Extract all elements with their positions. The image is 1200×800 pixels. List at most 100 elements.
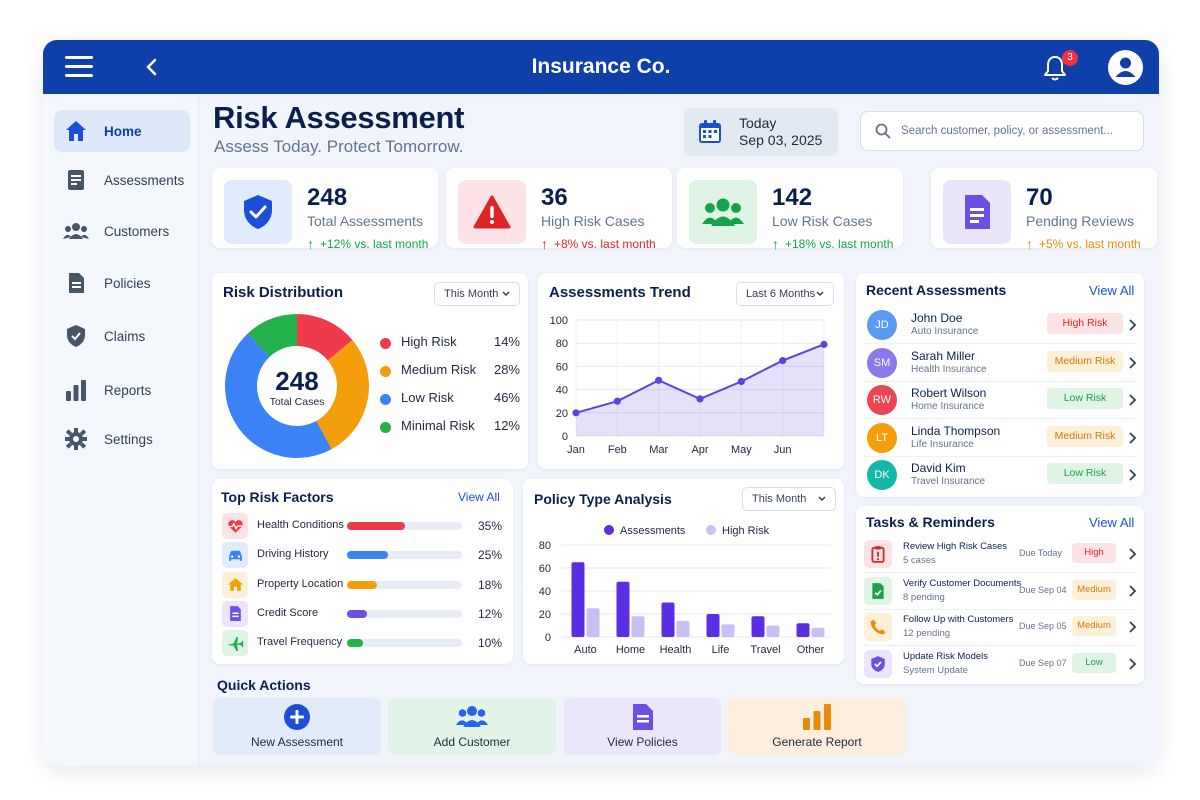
sidebar-item-claims[interactable]: Claims bbox=[54, 315, 190, 357]
trend-area bbox=[576, 344, 824, 436]
recent-assessment-row[interactable]: LT Linda Thompson Life Insurance Medium Ris… bbox=[864, 420, 1137, 457]
stat-change: ↑ +12% vs. last month bbox=[307, 236, 428, 252]
trend-point bbox=[779, 357, 787, 365]
generate-report-button[interactable]: Generate Report bbox=[728, 698, 906, 755]
bar-high-risk bbox=[721, 624, 735, 637]
recent-assessment-row[interactable]: SM Sarah Miller Health Insurance Medium Ris… bbox=[864, 345, 1137, 382]
plane-icon bbox=[227, 636, 243, 651]
stat-card-pending-reviews[interactable]: 70 Pending Reviews ↑ +5% vs. last month bbox=[931, 168, 1157, 252]
date-label: Today bbox=[739, 115, 777, 131]
chevron-right-icon[interactable] bbox=[1127, 584, 1137, 603]
factor-icon bbox=[222, 630, 248, 657]
task-row[interactable]: Update Risk Models System Update Due Sep 0… bbox=[864, 647, 1137, 683]
chevron-right-icon bbox=[1129, 356, 1137, 369]
recent-assessments-card: Recent Assessments View All JD John Doe Au… bbox=[856, 273, 1144, 497]
assessments-trend-filter[interactable]: Last 6 Months bbox=[736, 282, 834, 306]
view-policies-button[interactable]: View Policies bbox=[564, 698, 721, 755]
avatar: LT bbox=[867, 422, 897, 453]
card-title: Recent Assessments bbox=[866, 282, 1007, 298]
chevron-right-icon[interactable] bbox=[1127, 547, 1137, 566]
stat-change: ↑ +18% vs. last month bbox=[772, 236, 893, 252]
stat-card-low-risk[interactable]: 142 Low Risk Cases ↑ +18% vs. last month bbox=[677, 168, 903, 252]
document-icon bbox=[62, 269, 90, 297]
task-subtitle: 5 cases bbox=[903, 555, 936, 566]
search-bar[interactable] bbox=[860, 111, 1144, 151]
chevron-right-icon[interactable] bbox=[1127, 431, 1137, 450]
document-check-icon bbox=[872, 582, 884, 599]
legend-label: High Risk bbox=[722, 525, 770, 537]
x-tick-label: Health bbox=[660, 644, 692, 656]
task-row[interactable]: Review High Risk Cases 5 cases Due Today Hi… bbox=[864, 537, 1137, 573]
chevron-right-icon bbox=[1129, 319, 1137, 331]
hamburger-menu-icon[interactable] bbox=[65, 56, 93, 78]
search-input[interactable] bbox=[901, 125, 1131, 137]
document-icon bbox=[632, 704, 653, 730]
sidebar-item-label: Assessments bbox=[104, 172, 185, 188]
stat-icon-bg bbox=[689, 180, 757, 244]
task-row[interactable]: Verify Customer Documents 8 pending Due Se… bbox=[864, 574, 1137, 610]
sidebar-item-reports[interactable]: Reports bbox=[54, 369, 190, 411]
factor-bar-track bbox=[347, 522, 462, 530]
policy-analysis-filter[interactable]: This Month bbox=[742, 487, 836, 511]
back-arrow-icon[interactable] bbox=[141, 52, 161, 82]
stat-icon-bg bbox=[458, 180, 526, 244]
plus-circle-icon bbox=[284, 704, 310, 730]
factor-bar-fill bbox=[347, 580, 377, 589]
notification-bell-icon[interactable] bbox=[1040, 53, 1070, 83]
stat-value: 248 bbox=[307, 184, 348, 211]
risk-distribution-filter[interactable]: This Month bbox=[434, 282, 520, 306]
view-all-tasks-link[interactable]: View All bbox=[1089, 515, 1135, 530]
user-avatar[interactable] bbox=[1108, 50, 1143, 85]
trend-point bbox=[820, 340, 828, 348]
chevron-right-icon[interactable] bbox=[1127, 318, 1137, 337]
legend-swatch bbox=[380, 422, 391, 433]
sidebar-item-home[interactable]: Home bbox=[54, 110, 190, 152]
task-row[interactable]: Follow Up with Customers 12 pending Due Se… bbox=[864, 610, 1137, 646]
donut-slice bbox=[316, 340, 369, 450]
bar-high-risk bbox=[811, 627, 825, 637]
task-subtitle: 12 pending bbox=[903, 628, 951, 639]
risk-factor-row: Travel Frequency 10% bbox=[222, 630, 502, 657]
risk-distribution-donut bbox=[224, 314, 369, 458]
chevron-right-icon[interactable] bbox=[1127, 356, 1137, 375]
bar-high-risk bbox=[766, 625, 780, 637]
legend-item: Minimal Risk 12% bbox=[380, 418, 520, 436]
factor-bar-track bbox=[347, 609, 462, 618]
factor-bar-fill bbox=[347, 551, 389, 560]
stat-card-total-assessments[interactable]: 248 Total Assessments ↑ +12% vs. last mon… bbox=[212, 168, 438, 252]
stat-change-text: +12% vs. last month bbox=[320, 237, 429, 251]
recent-assessment-row[interactable]: DK David Kim Travel Insurance Low Risk bbox=[864, 457, 1137, 494]
insurance-type: Travel Insurance bbox=[911, 476, 986, 487]
view-all-recent-link[interactable]: View All bbox=[1089, 283, 1135, 298]
date-display[interactable]: Today Sep 03, 2025 bbox=[684, 108, 838, 156]
bar-high-risk bbox=[631, 616, 645, 637]
phone-icon bbox=[870, 619, 886, 635]
stat-icon-bg bbox=[224, 180, 292, 244]
trend-point bbox=[655, 376, 663, 384]
new-assessment-button[interactable]: New Assessment bbox=[213, 698, 381, 755]
risk-factor-row: Credit Score 12% bbox=[222, 600, 502, 627]
shield-icon bbox=[62, 322, 90, 350]
stat-change: ↑ +8% vs. last month bbox=[541, 236, 656, 252]
sidebar-item-settings[interactable]: Settings bbox=[54, 418, 190, 460]
chevron-right-icon[interactable] bbox=[1127, 657, 1137, 676]
sidebar-item-policies[interactable]: Policies bbox=[54, 262, 190, 304]
stat-label: Total Assessments bbox=[307, 213, 423, 229]
chevron-right-icon[interactable] bbox=[1127, 393, 1137, 412]
view-all-factors-link[interactable]: View All bbox=[458, 490, 500, 504]
chevron-right-icon[interactable] bbox=[1127, 468, 1137, 487]
add-customer-button[interactable]: Add Customer bbox=[388, 698, 556, 755]
donut-total-label: Total Cases bbox=[269, 396, 325, 408]
y-tick-label: 60 bbox=[539, 563, 551, 575]
sidebar-item-customers[interactable]: Customers bbox=[54, 210, 190, 252]
recent-assessment-row[interactable]: RW Robert Wilson Home Insurance Low Risk bbox=[864, 382, 1137, 419]
sidebar-item-assessments[interactable]: Assessments bbox=[54, 159, 190, 201]
stat-card-high-risk[interactable]: 36 High Risk Cases ↑ +8% vs. last month bbox=[446, 168, 672, 252]
recent-assessment-row[interactable]: JD John Doe Auto Insurance High Risk bbox=[864, 307, 1137, 344]
factor-icon bbox=[222, 542, 248, 569]
quick-action-label: Add Customer bbox=[433, 735, 511, 749]
sidebar-item-label: Policies bbox=[104, 275, 151, 291]
gear-icon bbox=[62, 425, 90, 453]
chevron-right-icon[interactable] bbox=[1127, 620, 1137, 639]
factor-label: Health Conditions bbox=[257, 519, 344, 531]
